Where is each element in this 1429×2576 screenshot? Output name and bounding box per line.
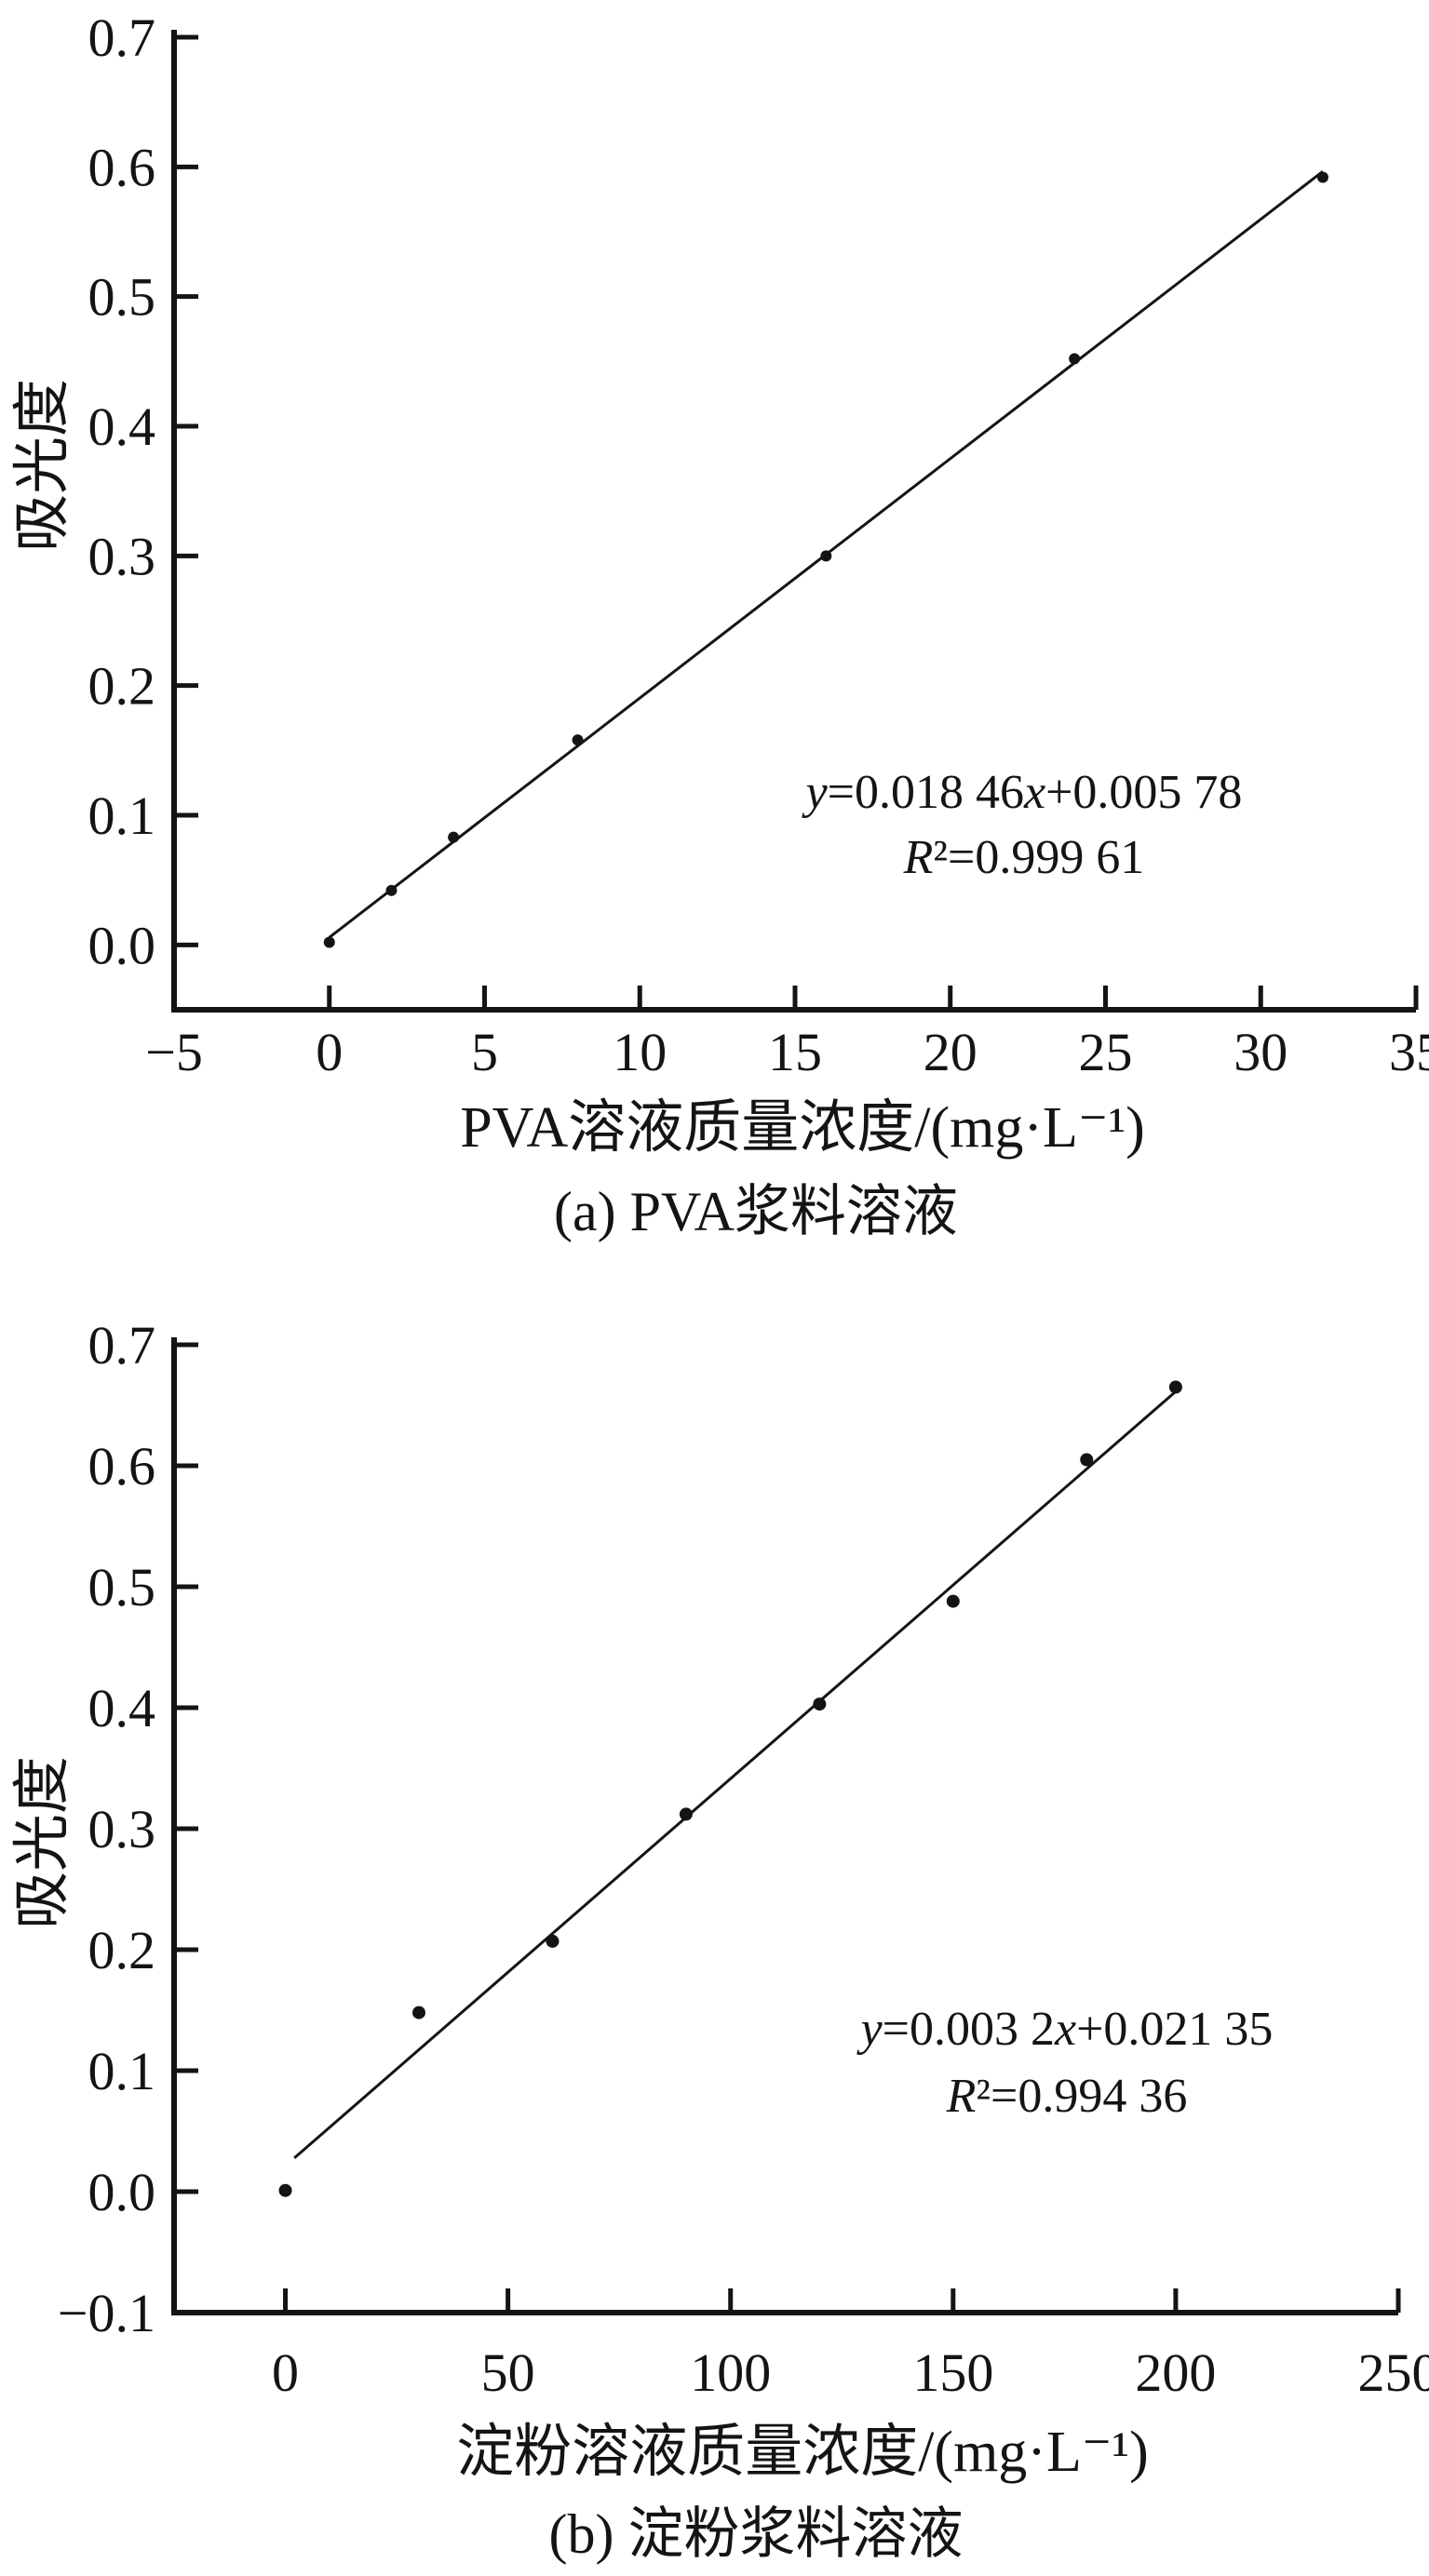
- fit-line: [293, 1390, 1177, 2160]
- r-squared-text: R²=0.994 36: [946, 2070, 1188, 2123]
- y-tick-label: 0.0: [88, 915, 156, 975]
- x-tick-label: 150: [912, 2342, 993, 2403]
- data-point: [385, 884, 398, 896]
- chart-b-canvas: −0.1 0.0 0.1 0.2 0.3 0.4 0.5 0.6 0.7 0 50 100 150 200…: [11, 1315, 1429, 2565]
- x-tick-label: 250: [1358, 2342, 1429, 2403]
- x-tick-label: 0: [316, 1022, 343, 1082]
- y-tick-label: 0.6: [88, 137, 156, 197]
- fit-equation-text: y=0.003 2x+0.021 35: [856, 2003, 1274, 2056]
- chart-b-marks: [278, 1380, 1182, 2197]
- fit-equation-text: y=0.018 46x+0.005 78: [802, 766, 1243, 819]
- chart-a-marks: [323, 170, 1328, 948]
- data-point: [820, 550, 832, 562]
- y-tick-label: 0.2: [88, 1920, 156, 1980]
- chart-b-y-axis-title: 吸光度: [11, 1756, 74, 1929]
- x-tick-label: 50: [481, 2342, 535, 2403]
- x-tick-label: 10: [613, 1022, 667, 1082]
- chart-b-equation: y=0.003 2x+0.021 35 R²=0.994 36: [856, 2003, 1274, 2123]
- data-point: [1080, 1453, 1094, 1467]
- x-tick-label: 35: [1389, 1022, 1429, 1082]
- x-tick-label: −5: [145, 1022, 203, 1082]
- data-point: [679, 1807, 693, 1821]
- r-squared-text: R²=0.999 61: [903, 831, 1145, 884]
- x-tick-label: 0: [272, 2342, 299, 2403]
- chart-a-equation: y=0.018 46x+0.005 78 R²=0.999 61: [802, 766, 1243, 884]
- y-tick-label: 0.6: [88, 1436, 156, 1496]
- panel-b: −0.1 0.0 0.1 0.2 0.3 0.4 0.5 0.6 0.7 0 50 100 150 200…: [0, 1252, 1429, 2576]
- x-tick-label: 5: [471, 1022, 498, 1082]
- data-point: [278, 2183, 292, 2197]
- data-point: [572, 734, 584, 746]
- data-point: [323, 936, 335, 948]
- data-point: [546, 1934, 559, 1948]
- y-tick-label: 0.7: [88, 1315, 156, 1375]
- x-tick-label: 30: [1234, 1022, 1287, 1082]
- y-tick-label: 0.2: [88, 656, 156, 717]
- y-tick-label: 0.4: [88, 396, 156, 457]
- x-tick-label: 20: [923, 1022, 977, 1082]
- y-tick-label: 0.4: [88, 1678, 156, 1738]
- y-tick-label: 0.5: [88, 267, 156, 328]
- chart-a-x-axis-title: PVA溶液质量浓度/(mg·L⁻¹): [460, 1096, 1145, 1160]
- chart-a-caption: (a) PVA浆料溶液: [554, 1181, 958, 1242]
- data-point: [946, 1594, 960, 1608]
- data-point: [813, 1697, 827, 1711]
- x-tick-label: 15: [768, 1022, 822, 1082]
- data-point: [1069, 353, 1081, 365]
- chart-a-canvas: 0.0 0.1 0.2 0.3 0.4 0.5 0.6 0.7 −5 0 5 10 15 20 25 30 35…: [11, 7, 1429, 1242]
- x-tick-label: 100: [690, 2342, 771, 2403]
- chart-a-y-axis-title: 吸光度: [11, 379, 74, 552]
- y-tick-label: 0.3: [88, 1799, 156, 1859]
- x-tick-label: 25: [1079, 1022, 1133, 1082]
- data-point: [448, 831, 460, 843]
- x-tick-label: 200: [1135, 2342, 1216, 2403]
- y-tick-label: 0.1: [88, 2041, 156, 2101]
- y-tick-label: 0.0: [88, 2162, 156, 2222]
- data-point: [1316, 171, 1328, 183]
- panel-a: 0.0 0.1 0.2 0.3 0.4 0.5 0.6 0.7 −5 0 5 10 15 20 25 30 35…: [0, 0, 1429, 1252]
- axis-spine: [171, 30, 1416, 1013]
- y-tick-label: 0.1: [88, 785, 156, 846]
- chart-b-x-axis-title: 淀粉溶液质量浓度/(mg·L⁻¹): [456, 2421, 1149, 2484]
- axis-spine: [171, 1337, 1398, 2315]
- data-point: [412, 2006, 425, 2019]
- chart-a-axes: 0.0 0.1 0.2 0.3 0.4 0.5 0.6 0.7 −5 0 5 10 15 20 25 30 35: [88, 7, 1429, 1082]
- chart-b-caption: (b) 淀粉浆料溶液: [549, 2503, 964, 2565]
- chart-b-axes: −0.1 0.0 0.1 0.2 0.3 0.4 0.5 0.6 0.7 0 50 100 150 200…: [58, 1315, 1429, 2403]
- y-tick-label: 0.5: [88, 1557, 156, 1617]
- y-tick-label: −0.1: [58, 2283, 155, 2343]
- y-tick-label: 0.3: [88, 526, 156, 586]
- y-tick-label: 0.7: [88, 7, 156, 68]
- data-point: [1168, 1380, 1182, 1394]
